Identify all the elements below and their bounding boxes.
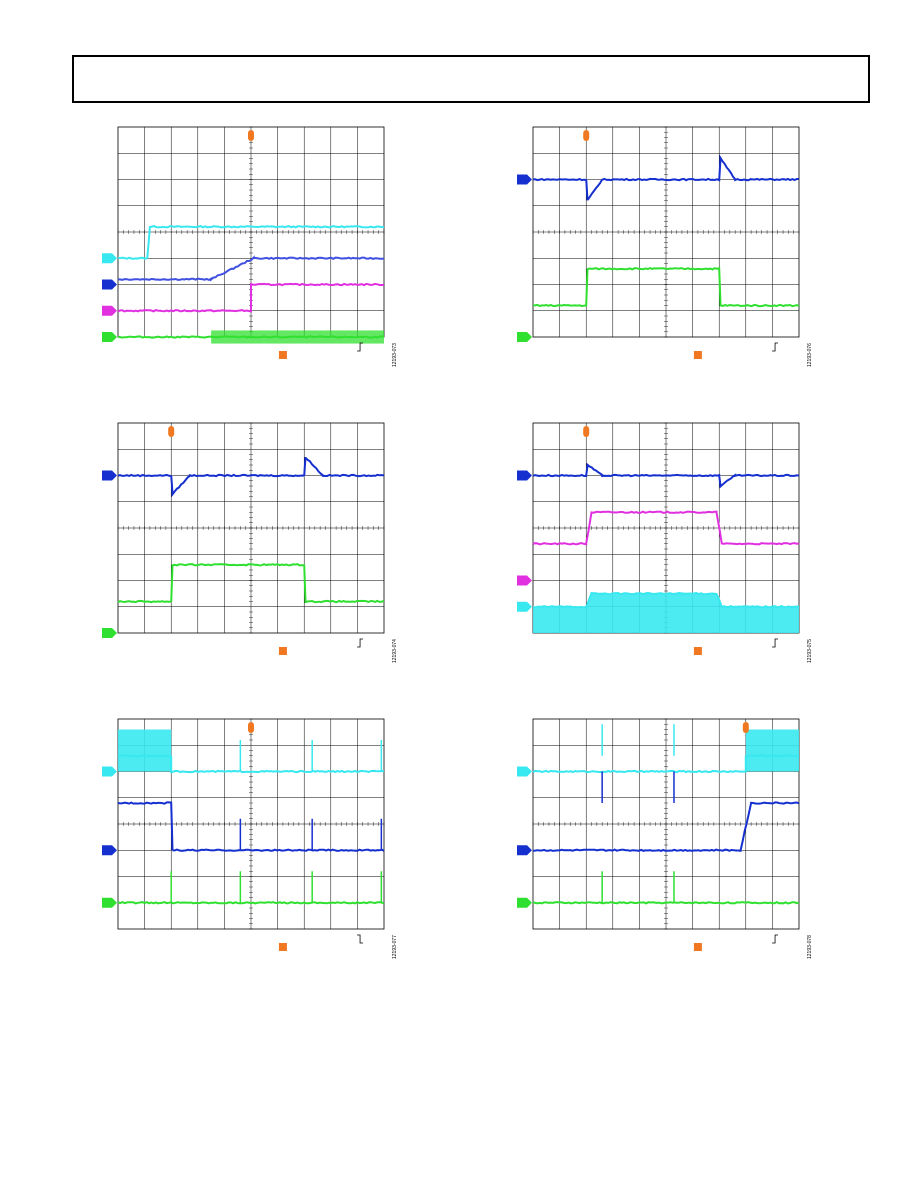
trace-blue xyxy=(532,771,800,852)
channel-marker xyxy=(102,332,117,342)
band-fill xyxy=(118,729,172,772)
channel-marker xyxy=(102,897,117,908)
figure-id-label: 12193-075 xyxy=(807,639,813,663)
scope-plot-6: 12193-078 xyxy=(515,714,815,959)
channel-marker xyxy=(102,845,117,856)
trace-line xyxy=(532,462,800,489)
figure-id-label: 12193-078 xyxy=(807,935,813,959)
trace-line xyxy=(117,900,385,905)
trace-line xyxy=(117,255,385,282)
figure-id-label: 12193-076 xyxy=(807,343,813,367)
trace-cyan xyxy=(117,225,385,260)
trace-magenta xyxy=(117,282,385,313)
figure-id-label: 12193-077 xyxy=(392,935,398,959)
trace-blue xyxy=(117,801,385,852)
trace-line xyxy=(117,457,385,498)
scope-plot-4: 12193-075 xyxy=(515,418,815,663)
trace-line xyxy=(532,900,800,905)
trigger-slope-icon xyxy=(772,934,779,944)
trace-magenta xyxy=(532,510,800,546)
trigger-position-marker xyxy=(583,426,590,437)
channel-marker xyxy=(102,628,117,638)
channel-marker xyxy=(517,845,532,856)
channel-marker xyxy=(517,470,532,481)
channel-marker xyxy=(102,305,117,316)
trace-line xyxy=(532,801,800,852)
scope-svg: 12193-077 xyxy=(102,718,398,959)
figure-id-label: 12193-073 xyxy=(392,343,398,367)
trigger-position-marker xyxy=(583,130,590,141)
trace-line xyxy=(117,282,385,313)
trace-green xyxy=(532,871,800,905)
trigger-position-marker xyxy=(742,722,749,733)
channel-marker xyxy=(517,897,532,908)
trigger-slope-icon xyxy=(772,342,779,352)
scope-svg: 12193-078 xyxy=(517,718,813,959)
trigger-level-marker xyxy=(278,647,287,655)
trace-green xyxy=(532,266,800,308)
noise-band xyxy=(211,330,384,344)
trigger-level-marker xyxy=(693,351,702,359)
trace-blue xyxy=(117,457,385,498)
channel-marker xyxy=(517,174,532,185)
channel-marker xyxy=(517,766,532,777)
trace-line xyxy=(117,801,385,852)
trigger-slope-icon xyxy=(357,638,364,648)
band-fill xyxy=(533,593,799,633)
trace-green xyxy=(117,563,385,604)
trace-line xyxy=(532,154,799,201)
trigger-level-marker xyxy=(278,351,287,359)
channel-marker xyxy=(517,332,532,342)
scope-svg: 12193-075 xyxy=(517,422,813,663)
trace-cyan xyxy=(532,724,799,774)
scope-svg: 12193-074 xyxy=(102,422,398,663)
trace-line xyxy=(532,510,800,546)
trace-green xyxy=(117,871,385,905)
trigger-position-marker xyxy=(248,130,254,141)
trace-blue xyxy=(532,462,800,489)
scope-svg: 12193-073 xyxy=(102,126,398,367)
trigger-slope-icon xyxy=(772,638,779,648)
channel-marker xyxy=(517,575,532,586)
trace-blue_light xyxy=(117,255,385,282)
trace-cyan xyxy=(117,729,385,774)
channel-marker xyxy=(102,253,117,264)
scope-svg: 12193-076 xyxy=(517,126,813,367)
trace-green xyxy=(117,330,385,344)
trace-line xyxy=(117,225,385,260)
channel-marker xyxy=(102,279,117,290)
channel-marker xyxy=(102,766,117,777)
figure-id-label: 12193-074 xyxy=(392,639,398,663)
trigger-slope-icon xyxy=(357,934,364,944)
page-header-box xyxy=(72,55,870,103)
trace-line xyxy=(532,266,800,308)
trigger-level-marker xyxy=(278,943,287,951)
trace-cyan xyxy=(533,591,799,633)
channel-marker xyxy=(517,601,532,612)
band-fill xyxy=(745,729,799,772)
trace-blue xyxy=(532,154,799,201)
scope-plot-1: 12193-073 xyxy=(100,122,400,367)
trace-line xyxy=(117,563,385,604)
scope-plot-3: 12193-074 xyxy=(100,418,400,663)
trigger-position-marker xyxy=(248,722,254,733)
channel-marker xyxy=(102,470,117,481)
scope-plot-2: 12193-076 xyxy=(515,122,815,367)
trigger-position-marker xyxy=(168,426,175,437)
trigger-level-marker xyxy=(693,943,702,951)
trigger-level-marker xyxy=(693,647,702,655)
trigger-slope-icon xyxy=(357,342,364,352)
scope-plot-5: 12193-077 xyxy=(100,714,400,959)
